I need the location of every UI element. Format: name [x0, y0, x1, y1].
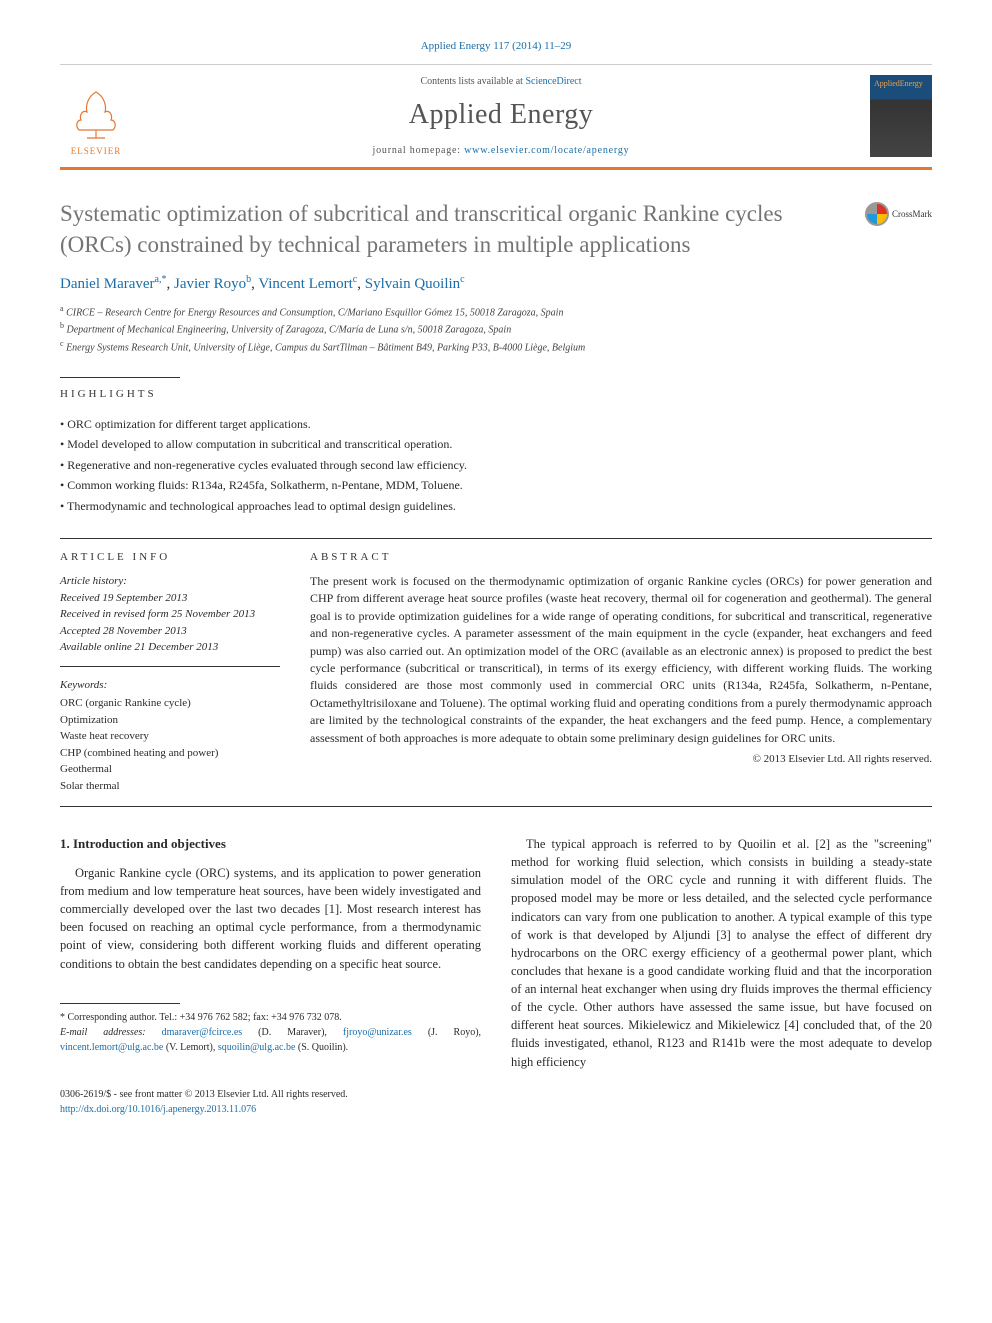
article-info-label: ARTICLE INFO — [60, 551, 280, 563]
article-title: Systematic optimization of subcritical a… — [60, 198, 932, 260]
email-link[interactable]: vincent.lemort@ulg.ac.be — [60, 1042, 163, 1053]
body-col-left: 1. Introduction and objectives Organic R… — [60, 835, 481, 1071]
affiliations: a CIRCE – Research Centre for Energy Res… — [60, 303, 932, 355]
contents-prefix: Contents lists available at — [420, 76, 525, 87]
author-link[interactable]: Vincent Lemort — [258, 276, 352, 292]
journal-cover-thumb[interactable]: AppliedEnergy — [870, 75, 932, 157]
crossmark-icon — [865, 202, 889, 226]
footnote-rule — [60, 1003, 180, 1004]
body-paragraph: The typical approach is referred to by Q… — [511, 835, 932, 1071]
citation: Applied Energy 117 (2014) 11–29 — [60, 40, 932, 52]
abstract-block: ABSTRACT The present work is focused on … — [310, 539, 932, 806]
sciencedirect-link[interactable]: ScienceDirect — [525, 76, 581, 87]
abstract-copyright: © 2013 Elsevier Ltd. All rights reserved… — [310, 753, 932, 765]
history-received: Received 19 September 2013 — [60, 592, 187, 604]
author-link[interactable]: Sylvain Quoilin — [365, 276, 460, 292]
author-sup: a, — [155, 274, 162, 285]
highlight-item: Regenerative and non-regenerative cycles… — [60, 455, 932, 475]
email-link[interactable]: fjroyo@unizar.es — [343, 1027, 412, 1038]
emails-label: E-mail addresses: — [60, 1027, 146, 1038]
affiliation: b Department of Mechanical Engineering, … — [60, 320, 932, 337]
crossmark-label: CrossMark — [892, 209, 932, 219]
aff-text: CIRCE – Research Centre for Energy Resou… — [66, 307, 563, 318]
body-paragraph: Organic Rankine cycle (ORC) systems, and… — [60, 864, 481, 973]
history-block: Article history: Received 19 September 2… — [60, 573, 280, 667]
keyword: ORC (organic Rankine cycle) — [60, 697, 191, 709]
author-sup: c — [460, 274, 464, 285]
aff-sup: b — [60, 321, 64, 330]
highlight-item: Thermodynamic and technological approach… — [60, 496, 932, 516]
elsevier-label: ELSEVIER — [71, 146, 122, 156]
keyword: Waste heat recovery — [60, 730, 149, 742]
affiliation: a CIRCE – Research Centre for Energy Res… — [60, 303, 932, 320]
abstract-text: The present work is focused on the therm… — [310, 573, 932, 747]
rule — [60, 377, 180, 378]
email-who: (J. Royo) — [428, 1027, 479, 1038]
homepage-line: journal homepage: www.elsevier.com/locat… — [152, 145, 850, 156]
keywords-block: Keywords: ORC (organic Rankine cycle) Op… — [60, 677, 280, 795]
elsevier-logo[interactable]: ELSEVIER — [60, 76, 132, 156]
email-who: (V. Lemort) — [166, 1042, 213, 1053]
masthead: ELSEVIER Contents lists available at Sci… — [60, 64, 932, 170]
affiliation: c Energy Systems Research Unit, Universi… — [60, 338, 932, 355]
author-sup: b — [246, 274, 251, 285]
footer: 0306-2619/$ - see front matter © 2013 El… — [60, 1087, 932, 1117]
keyword: Solar thermal — [60, 780, 120, 792]
abstract-label: ABSTRACT — [310, 551, 932, 563]
keywords-label: Keywords: — [60, 677, 280, 694]
email-who: (S. Quoilin). — [298, 1042, 348, 1053]
elsevier-tree-icon — [69, 86, 123, 144]
homepage-link[interactable]: www.elsevier.com/locate/apenergy — [464, 145, 629, 156]
author-link[interactable]: Javier Royo — [174, 276, 246, 292]
email-who: (D. Maraver) — [258, 1027, 324, 1038]
aff-text: Department of Mechanical Engineering, Un… — [67, 325, 512, 336]
contents-line: Contents lists available at ScienceDirec… — [152, 76, 850, 87]
aff-sup: a — [60, 304, 64, 313]
crossmark-badge[interactable]: CrossMark — [865, 202, 932, 226]
section-heading: 1. Introduction and objectives — [60, 835, 481, 854]
highlights-label: HIGHLIGHTS — [60, 388, 932, 400]
footnotes: * Corresponding author. Tel.: +34 976 76… — [60, 1010, 481, 1055]
masthead-center: Contents lists available at ScienceDirec… — [152, 76, 850, 156]
corresponding-author: * Corresponding author. Tel.: +34 976 76… — [60, 1010, 481, 1025]
body-col-right: The typical approach is referred to by Q… — [511, 835, 932, 1071]
history-online: Available online 21 December 2013 — [60, 641, 218, 653]
aff-sup: c — [60, 339, 64, 348]
article-info: ARTICLE INFO Article history: Received 1… — [60, 539, 280, 806]
homepage-prefix: journal homepage: — [373, 145, 465, 156]
body-columns: 1. Introduction and objectives Organic R… — [60, 835, 932, 1071]
highlight-item: ORC optimization for different target ap… — [60, 414, 932, 434]
article-header: CrossMark Systematic optimization of sub… — [60, 198, 932, 355]
doi-link[interactable]: http://dx.doi.org/10.1016/j.apenergy.201… — [60, 1104, 256, 1115]
history-revised: Received in revised form 25 November 201… — [60, 608, 255, 620]
keyword: Geothermal — [60, 763, 112, 775]
keyword: Optimization — [60, 714, 118, 726]
highlights-list: ORC optimization for different target ap… — [60, 414, 932, 516]
footer-copyright: 0306-2619/$ - see front matter © 2013 El… — [60, 1087, 932, 1102]
history-accepted: Accepted 28 November 2013 — [60, 625, 187, 637]
author-corr: * — [162, 274, 167, 285]
highlight-item: Model developed to allow computation in … — [60, 434, 932, 454]
aff-text: Energy Systems Research Unit, University… — [66, 342, 585, 353]
email-link[interactable]: squoilin@ulg.ac.be — [218, 1042, 296, 1053]
history-label: Article history: — [60, 575, 127, 587]
author-link[interactable]: Daniel Maraver — [60, 276, 155, 292]
info-abstract-block: ARTICLE INFO Article history: Received 1… — [60, 538, 932, 807]
authors: Daniel Maravera,*, Javier Royob, Vincent… — [60, 274, 932, 293]
author-sup: c — [353, 274, 357, 285]
emails-line: E-mail addresses: dmaraver@fcirce.es (D.… — [60, 1025, 481, 1055]
highlight-item: Common working fluids: R134a, R245fa, So… — [60, 475, 932, 495]
journal-name: Applied Energy — [152, 99, 850, 131]
cover-thumb-title: AppliedEnergy — [874, 79, 928, 88]
keyword: CHP (combined heating and power) — [60, 747, 218, 759]
email-link[interactable]: dmaraver@fcirce.es — [162, 1027, 243, 1038]
